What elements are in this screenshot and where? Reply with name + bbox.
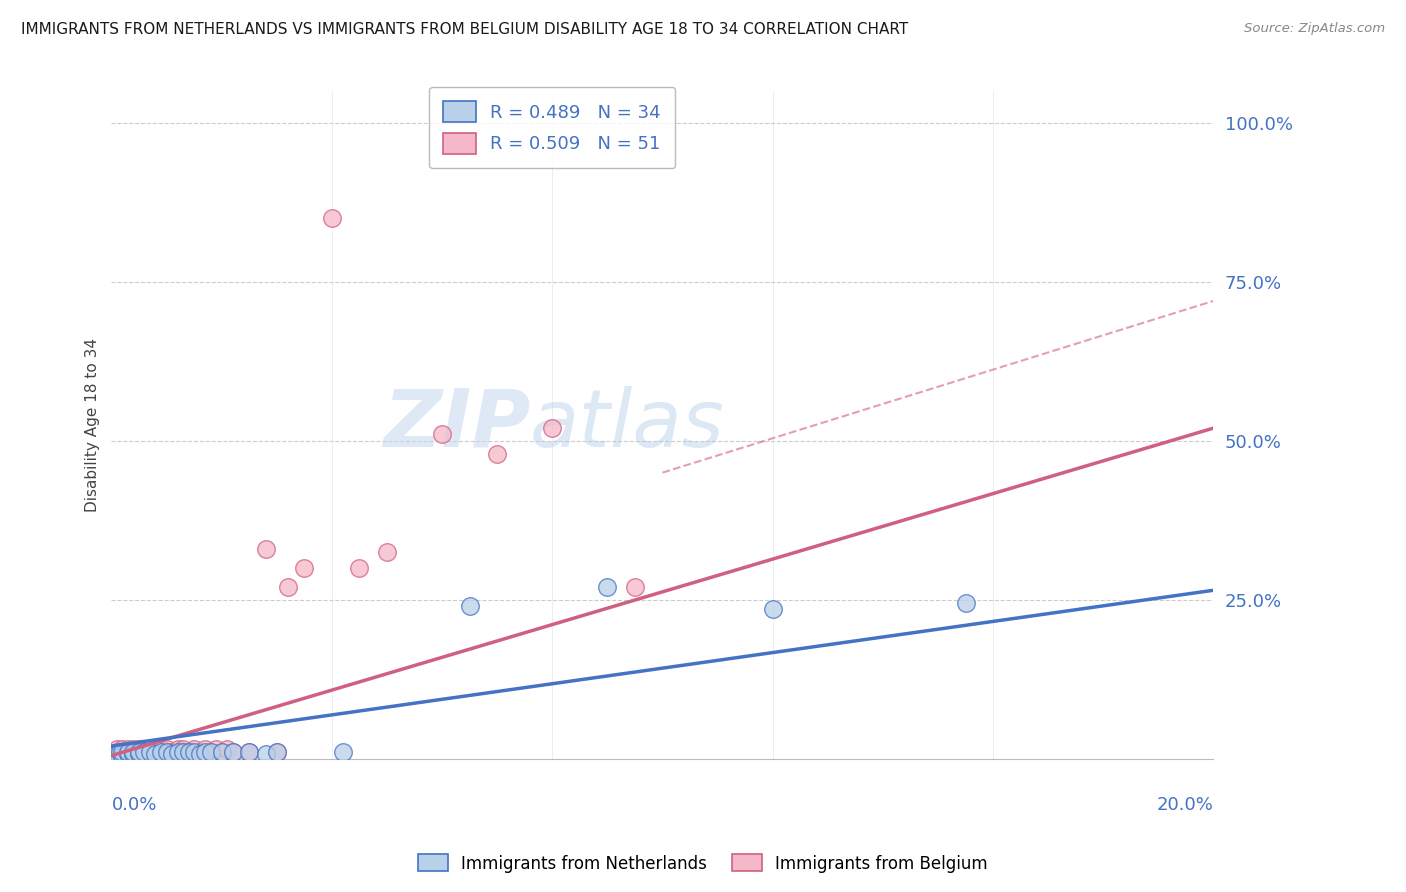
Point [122,744,145,758]
Point [188,747,211,761]
Point [128,746,150,760]
Point [117,742,139,756]
Point [624,580,647,594]
Point [122,746,145,760]
Point [194,746,217,760]
Point [150,746,173,760]
Point [128,746,150,760]
Point [134,746,156,760]
Point [596,580,619,594]
Point [134,746,156,760]
Point [145,747,167,761]
Point [128,747,150,761]
Y-axis label: Disability Age 18 to 34: Disability Age 18 to 34 [86,338,100,512]
Point [200,746,222,760]
Point [194,742,217,756]
Point [321,211,343,226]
Point [105,742,128,756]
Point [134,742,156,756]
Point [145,742,167,756]
Point [139,742,162,756]
Point [221,746,243,760]
Point [217,742,239,756]
Point [172,742,194,756]
Point [292,561,315,575]
Point [266,746,288,760]
Text: 20.0%: 20.0% [1157,796,1213,814]
Point [108,746,131,760]
Point [105,747,128,761]
Text: ZIP: ZIP [382,386,530,464]
Point [254,541,277,556]
Point [211,746,233,760]
Point [166,742,188,756]
Point [188,746,211,760]
Point [183,746,205,760]
Point [486,446,509,460]
Point [200,746,222,760]
Point [266,746,288,760]
Point [166,746,188,760]
Point [205,742,228,756]
Point [762,602,785,616]
Point [155,742,177,756]
Point [430,427,453,442]
Point [221,746,243,760]
Point [458,599,481,614]
Point [211,746,233,760]
Point [122,747,145,761]
Text: 0.0%: 0.0% [111,796,157,814]
Point [111,747,134,761]
Point [254,747,277,761]
Point [955,596,977,610]
Point [155,746,177,760]
Point [238,746,260,760]
Point [139,746,162,760]
Text: IMMIGRANTS FROM NETHERLANDS VS IMMIGRANTS FROM BELGIUM DISABILITY AGE 18 TO 34 C: IMMIGRANTS FROM NETHERLANDS VS IMMIGRANT… [21,22,908,37]
Point [108,747,131,761]
Point [103,748,125,763]
Point [150,746,173,760]
Point [172,746,194,760]
Point [332,746,354,760]
Point [375,545,398,559]
Legend: R = 0.489   N = 34, R = 0.509   N = 51: R = 0.489 N = 34, R = 0.509 N = 51 [429,87,675,169]
Point [183,742,205,756]
Point [111,746,134,760]
Text: atlas: atlas [530,386,725,464]
Point [122,747,145,761]
Point [160,746,183,760]
Point [103,748,125,763]
Point [122,742,145,756]
Point [349,561,371,575]
Point [177,746,200,760]
Point [160,747,183,761]
Point [128,747,150,761]
Point [145,746,167,760]
Point [117,747,139,761]
Point [238,746,260,760]
Point [150,742,173,756]
Text: Source: ZipAtlas.com: Source: ZipAtlas.com [1244,22,1385,36]
Point [541,421,564,435]
Point [117,746,139,760]
Point [177,746,200,760]
Point [111,746,134,760]
Point [105,746,128,760]
Point [155,746,177,760]
Point [128,742,150,756]
Point [139,746,162,760]
Point [172,746,194,760]
Point [277,580,299,594]
Legend: Immigrants from Netherlands, Immigrants from Belgium: Immigrants from Netherlands, Immigrants … [411,847,995,880]
Point [117,746,139,760]
Point [111,742,134,756]
Point [117,746,139,760]
Point [111,748,134,763]
